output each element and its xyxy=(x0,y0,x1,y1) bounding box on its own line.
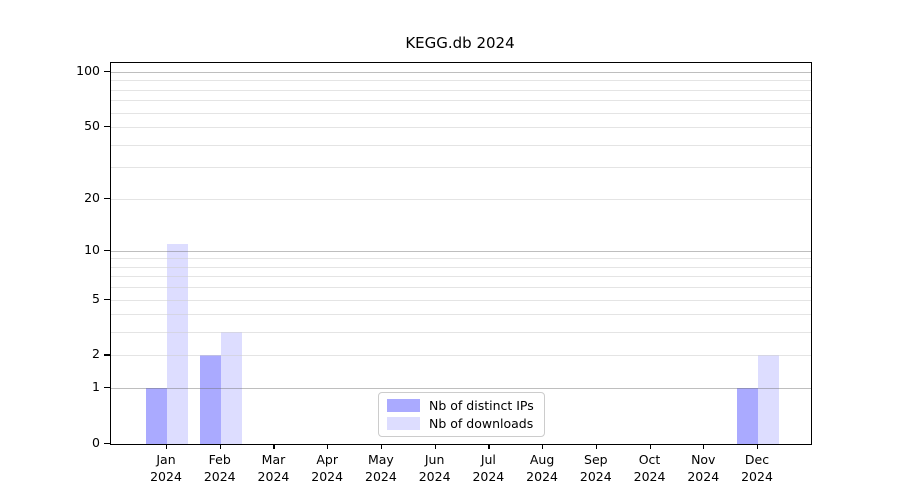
y-gridline-minor xyxy=(111,314,811,316)
y-gridline-minor xyxy=(111,332,811,334)
y-tick-label: 20 xyxy=(84,189,100,205)
y-gridline-minor xyxy=(111,127,811,129)
y-gridline-minor xyxy=(111,287,811,289)
x-tick-mark xyxy=(595,444,597,449)
y-tick-label: 5 xyxy=(92,290,100,306)
legend-swatch-downloads xyxy=(387,417,420,430)
legend-label-downloads: Nb of downloads xyxy=(429,416,534,431)
bar-dec-downloads xyxy=(758,355,779,444)
x-tick-mark xyxy=(327,444,329,449)
y-tick-mark xyxy=(104,249,110,251)
y-gridline-minor xyxy=(111,266,811,268)
bar-dec-ips xyxy=(737,388,758,444)
y-gridline-minor xyxy=(111,198,811,200)
y-tick-label: 50 xyxy=(84,118,100,134)
y-gridline-minor xyxy=(111,276,811,278)
y-gridline-minor xyxy=(111,299,811,301)
y-gridline-major xyxy=(111,250,811,252)
legend-entry-downloads: Nb of downloads xyxy=(387,416,534,431)
y-tick-label: 0 xyxy=(92,435,100,450)
x-tick-label-may: May 2024 xyxy=(365,452,397,484)
legend-label-distinct-ips: Nb of distinct IPs xyxy=(429,398,534,413)
x-tick-mark xyxy=(273,444,275,449)
y-tick-label: 10 xyxy=(84,241,100,257)
y-gridline-minor xyxy=(111,100,811,102)
bar-jan-ips xyxy=(146,388,167,444)
x-tick-label-jan: Jan 2024 xyxy=(150,452,182,484)
x-tick-mark xyxy=(380,444,383,449)
x-tick-mark xyxy=(219,444,221,449)
x-tick-label-apr: Apr 2024 xyxy=(311,452,344,484)
x-tick-mark xyxy=(703,444,705,449)
x-tick-label-nov: Nov 2024 xyxy=(687,452,720,484)
x-tick-mark xyxy=(488,444,490,449)
legend-entry-distinct-ips: Nb of distinct IPs xyxy=(387,398,534,413)
x-tick-label-aug: Aug 2024 xyxy=(526,452,558,484)
x-tick-label-oct: Oct 2024 xyxy=(633,452,666,484)
x-tick-label-jul: Jul 2024 xyxy=(472,452,505,484)
y-gridline-major xyxy=(111,72,811,73)
x-tick-label-feb: Feb 2024 xyxy=(203,452,236,484)
x-tick-label-sep: Sep 2024 xyxy=(579,452,612,484)
y-gridline-minor xyxy=(111,112,811,114)
x-tick-mark xyxy=(542,444,544,449)
y-tick-label: 1 xyxy=(92,379,100,395)
y-gridline-minor xyxy=(111,167,811,169)
x-tick-mark xyxy=(434,444,436,449)
bar-feb-ips xyxy=(199,355,221,444)
y-gridline-major xyxy=(111,388,811,390)
y-tick-label: 2 xyxy=(92,346,100,362)
y-gridline-minor xyxy=(111,89,811,91)
y-tick-mark xyxy=(104,443,110,445)
y-gridline-minor xyxy=(111,355,811,357)
x-tick-mark xyxy=(649,444,651,449)
y-tick-mark xyxy=(104,354,110,356)
bar-jan-downloads xyxy=(167,243,188,444)
y-tick-mark xyxy=(104,126,110,128)
plot-area xyxy=(110,62,812,445)
y-gridline-minor xyxy=(111,258,811,260)
y-tick-mark xyxy=(104,298,110,300)
legend: Nb of distinct IPs Nb of downloads xyxy=(378,392,545,437)
x-tick-label-dec: Dec 2024 xyxy=(741,452,773,484)
y-tick-mark xyxy=(104,387,110,389)
y-tick-label: 100 xyxy=(76,63,100,78)
bar-feb-downloads xyxy=(220,332,242,444)
x-tick-label-jun: Jun 2024 xyxy=(418,452,451,484)
x-tick-mark xyxy=(757,444,759,449)
y-tick-mark xyxy=(104,71,110,73)
x-tick-label-mar: Mar 2024 xyxy=(257,452,290,484)
y-tick-mark xyxy=(104,197,110,199)
legend-swatch-distinct-ips xyxy=(387,399,420,412)
chart-title: KEGG.db 2024 xyxy=(405,34,515,52)
x-tick-mark xyxy=(166,444,168,449)
y-gridline-minor xyxy=(111,144,811,146)
y-gridline-minor xyxy=(111,80,811,82)
